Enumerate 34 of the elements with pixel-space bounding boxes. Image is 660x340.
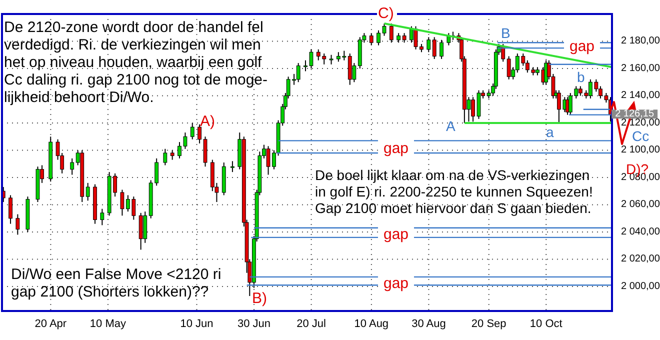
x-tick-label: 10 Jun bbox=[180, 318, 214, 330]
y-tick-label: 2 100,00 bbox=[621, 144, 660, 156]
y-tick-label: 2 040,00 bbox=[621, 226, 660, 238]
y-tick-label: 2 020,00 bbox=[621, 254, 660, 265]
x-tick-label: 30 Aug bbox=[412, 318, 446, 330]
y-tick-label: 2 160,00 bbox=[621, 62, 660, 74]
x-tick-label: 20 Sep bbox=[471, 318, 506, 330]
x-tick-label: 30 Jun bbox=[238, 318, 271, 330]
x-tick-label: 20 Apr bbox=[34, 318, 67, 330]
annotation: b bbox=[577, 69, 585, 85]
x-tick-label: 10 Oct bbox=[530, 318, 562, 330]
y-tick-label: 2 140,00 bbox=[621, 90, 660, 102]
annotation: A bbox=[446, 118, 456, 134]
y-tick-label: 2 180,00 bbox=[621, 36, 660, 47]
annotation: B) bbox=[252, 290, 268, 306]
annotation: gap bbox=[383, 274, 409, 292]
annotation: De boel lijkt klaar om na de VS-verkiezingen in golf E) ri. 2200-2250 te kunnen Squeezen! Gap 2100 moet hiervoor dan S gaan bieden. bbox=[315, 167, 593, 216]
x-tick-label: 10 Aug bbox=[354, 318, 389, 330]
annotation: Di/Wo een False Move <2120 ri gap 2100 (Shorters lokken)?? bbox=[11, 266, 222, 300]
text: Cc bbox=[632, 128, 650, 144]
annotation: a bbox=[546, 124, 554, 140]
annotation: 2 126,15 bbox=[615, 108, 654, 120]
x-tick-label: 10 May bbox=[90, 318, 126, 330]
annotation: De 2120-zone wordt door de handel fel verdedigd. Ri. de verkiezingen wil men het op niveau houden, waarbij een golf Cc daling ri. gap 2100 nog tot de moge- lijkheid behoort Di/Wo. bbox=[4, 18, 268, 106]
annotation: C) bbox=[378, 4, 394, 22]
y-tick-label: 2 060,00 bbox=[621, 199, 660, 210]
x-tick-label: 20 Jul bbox=[296, 318, 326, 330]
annotation: B bbox=[501, 25, 510, 41]
annotation: gap bbox=[569, 38, 595, 54]
annotation: gap bbox=[383, 140, 409, 156]
annotation: gap bbox=[383, 226, 409, 242]
y-tick-label: 2 120,00 bbox=[621, 117, 660, 128]
y-tick-label: 2 000,00 bbox=[621, 280, 660, 292]
annotation: A) bbox=[200, 112, 216, 130]
